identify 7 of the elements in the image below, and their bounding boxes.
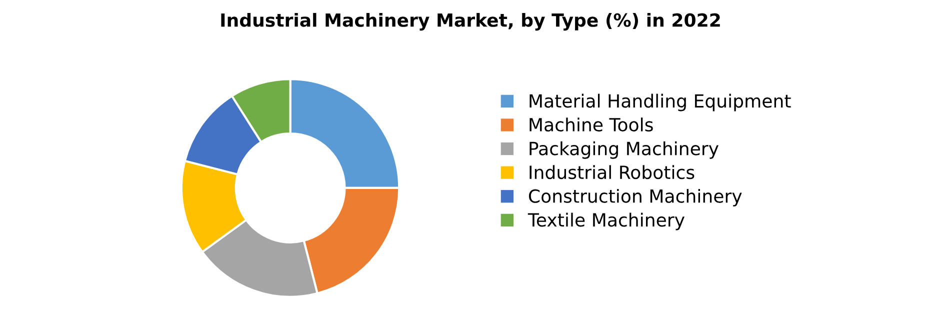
legend-label: Material Handling Equipment (530, 94, 791, 112)
legend-label: Packaging Machinery (530, 141, 718, 159)
chart-title: Industrial Machinery Market, by Type (%) in 2022 (221, 12, 720, 31)
legend-label: Textile Machinery (528, 212, 684, 230)
legend-label: Industrial Robotics (530, 165, 694, 180)
legend-label: Construction Machinery (528, 188, 742, 206)
legend-label: Machine Tools (530, 118, 653, 132)
